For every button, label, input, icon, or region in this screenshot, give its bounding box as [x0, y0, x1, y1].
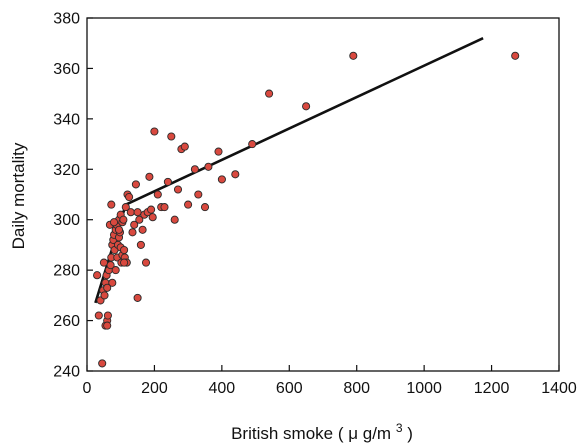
data-point — [136, 240, 145, 249]
x-axis-label-prefix: British smoke ( — [231, 424, 348, 443]
data-point — [126, 208, 135, 217]
x-tick-label: 600 — [276, 380, 303, 397]
data-point — [160, 203, 169, 212]
data-point — [119, 215, 128, 224]
data-point — [163, 177, 172, 186]
data-point — [114, 225, 124, 234]
y-tick-label: 260 — [53, 313, 80, 330]
data-point — [141, 258, 151, 267]
data-point — [200, 203, 210, 212]
data-point — [173, 185, 183, 194]
data-point — [133, 293, 142, 302]
data-point — [265, 89, 274, 98]
data-point — [204, 162, 213, 171]
data-point — [511, 51, 520, 60]
data-point — [150, 127, 159, 136]
data-point — [147, 205, 156, 214]
x-tick-label: 1400 — [541, 380, 577, 397]
x-axis-label-unit: g/m — [363, 424, 391, 443]
x-tick-label: 1000 — [406, 380, 442, 397]
data-point — [128, 228, 137, 237]
data-point — [98, 359, 107, 368]
data-point — [167, 132, 176, 141]
x-ticks: 0 200 400 600 800 1000 1200 1400 — [83, 365, 577, 397]
data-point — [111, 266, 120, 275]
y-tick-label: 320 — [53, 162, 80, 179]
data-point — [349, 51, 358, 60]
y-ticks: 240 260 280 300 320 340 360 380 — [53, 11, 93, 381]
data-point — [180, 142, 189, 151]
x-tick-label: 800 — [343, 380, 370, 397]
data-point — [99, 258, 108, 267]
data-point — [108, 278, 117, 287]
data-point — [133, 208, 142, 217]
data-points — [93, 51, 520, 368]
data-point — [109, 218, 119, 227]
data-point — [130, 220, 139, 229]
data-point — [190, 165, 199, 174]
data-point — [94, 311, 103, 320]
data-point — [302, 102, 311, 111]
plot-area — [86, 17, 560, 372]
data-point — [131, 180, 140, 189]
data-point — [120, 258, 129, 267]
data-point — [145, 172, 154, 181]
y-tick-label: 280 — [53, 263, 80, 280]
x-axis-label: British smoke ( μ g/m 3 ) — [231, 417, 413, 443]
data-point — [100, 291, 109, 300]
y-tick-label: 340 — [53, 111, 80, 128]
data-point — [125, 192, 134, 202]
x-axis-label-mu: μ — [348, 424, 358, 443]
y-tick-label: 300 — [53, 212, 80, 229]
data-point — [248, 140, 257, 149]
data-point — [121, 203, 130, 212]
data-point — [148, 213, 157, 222]
x-axis-label-superscript: 3 — [396, 421, 403, 435]
data-point — [153, 190, 162, 199]
data-point — [194, 190, 203, 199]
data-point — [103, 311, 112, 320]
data-point — [214, 147, 223, 156]
y-axis-label: Daily mortality — [9, 142, 28, 249]
data-point — [107, 200, 116, 209]
data-point — [120, 245, 129, 255]
data-point — [103, 283, 112, 292]
y-tick-label: 380 — [53, 11, 80, 28]
data-point — [217, 175, 226, 184]
data-point — [170, 215, 179, 224]
y-tick-label: 360 — [53, 61, 80, 78]
data-point — [93, 271, 102, 280]
x-tick-label: 1200 — [474, 380, 510, 397]
data-point — [103, 321, 112, 330]
x-tick-label: 200 — [141, 380, 168, 397]
data-point — [231, 170, 240, 179]
x-axis-label-suffix: ) — [407, 424, 413, 443]
y-tick-label: 240 — [53, 364, 80, 381]
data-point — [184, 200, 193, 209]
data-point — [138, 225, 147, 234]
x-tick-label: 400 — [209, 380, 236, 397]
x-tick-label: 0 — [83, 380, 92, 397]
data-point — [135, 215, 144, 224]
